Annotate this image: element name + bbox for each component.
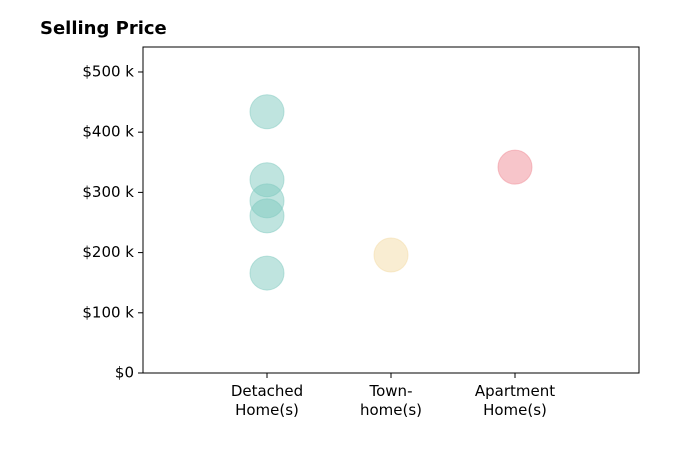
point: [249, 94, 285, 130]
point: [249, 255, 285, 291]
x-tick-label: Detached Home(s): [230, 382, 304, 419]
point: [497, 149, 533, 185]
chart-title: Selling Price: [40, 18, 167, 39]
y-tick-label: $0: [115, 364, 134, 382]
y-tick-label: $400 k: [82, 123, 134, 141]
point: [249, 198, 285, 234]
point: [373, 237, 409, 273]
plot-frame: [142, 46, 640, 374]
y-tick-label: $500 k: [82, 62, 134, 80]
x-tick-label: Town- home(s): [359, 382, 423, 419]
y-tick-label: $200 k: [82, 243, 134, 261]
y-tick-label: $100 k: [82, 303, 134, 321]
y-tick-label: $300 k: [82, 183, 134, 201]
x-tick-label: Apartment Home(s): [474, 382, 556, 419]
